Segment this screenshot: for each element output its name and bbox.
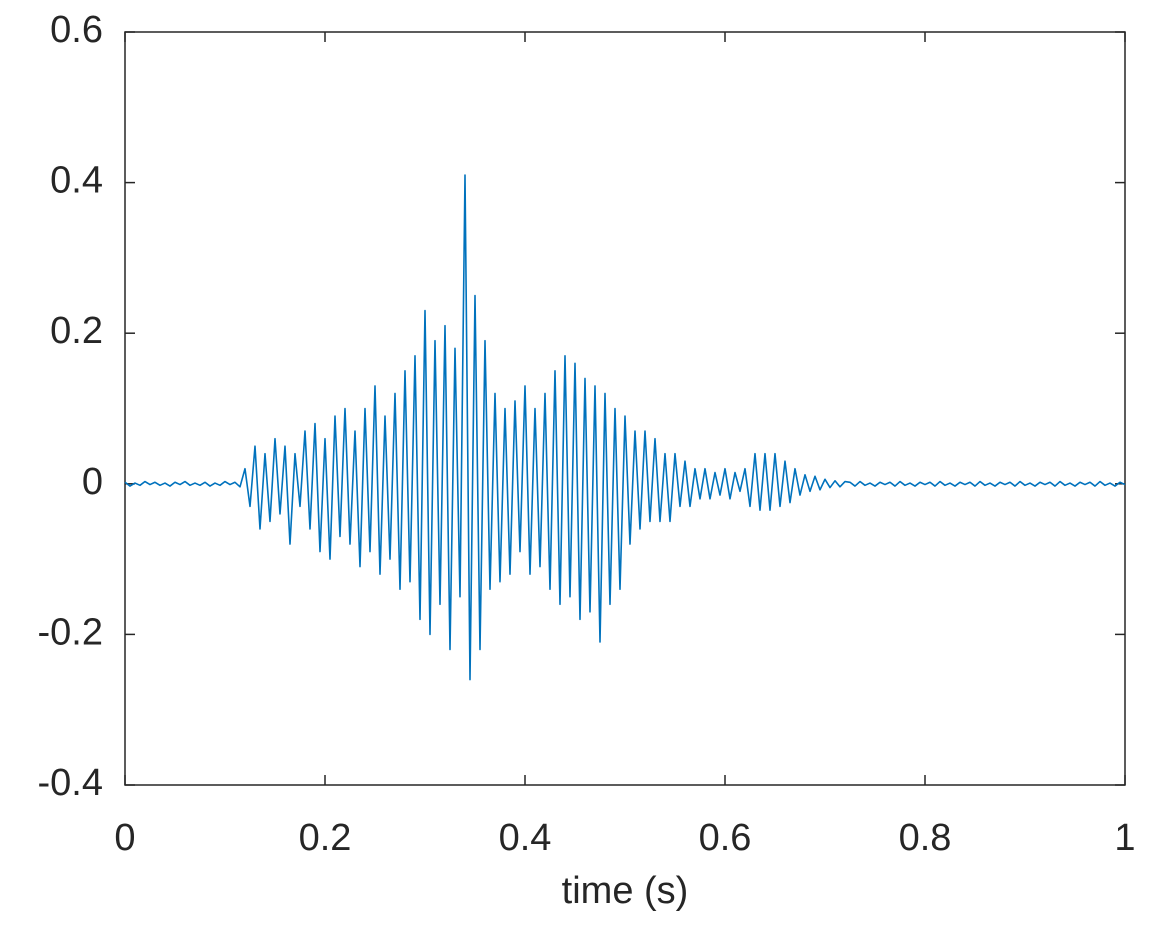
y-tick-label: 0.2 — [50, 310, 103, 352]
x-tick-label: 0.4 — [499, 817, 552, 859]
waveform-line — [124, 174, 1126, 681]
y-tick-label: 0 — [82, 461, 103, 503]
x-tick-label: 0.2 — [299, 817, 352, 859]
x-tick-label: 0 — [114, 817, 135, 859]
y-tick-label: -0.4 — [38, 762, 103, 804]
y-tick-label: 0.4 — [50, 160, 103, 202]
plot-frame — [124, 31, 1126, 786]
x-axis-label: time (s) — [562, 870, 689, 912]
x-tick-label: 0.6 — [699, 817, 752, 859]
y-tick-label: 0.6 — [50, 9, 103, 51]
y-tick-label: -0.2 — [38, 611, 103, 653]
x-tick-label: 0.8 — [899, 817, 952, 859]
x-tick-label: 1 — [1114, 817, 1135, 859]
